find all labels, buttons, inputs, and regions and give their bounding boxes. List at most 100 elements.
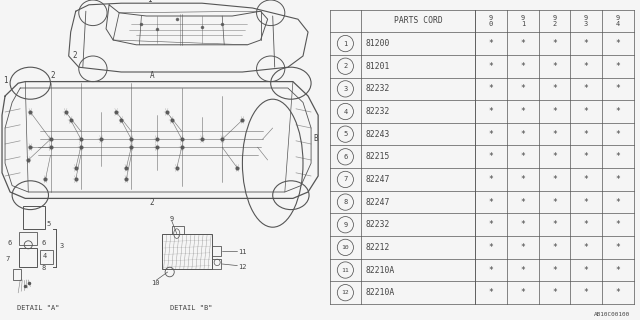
Text: 1: 1 [147, 0, 152, 4]
Text: *: * [520, 130, 525, 139]
Text: *: * [520, 39, 525, 48]
Text: 12: 12 [238, 264, 247, 270]
Text: 4: 4 [42, 252, 47, 259]
Text: *: * [584, 197, 589, 207]
Bar [212, 259, 221, 269]
Text: *: * [584, 62, 589, 71]
Text: *: * [616, 220, 620, 229]
Text: *: * [520, 62, 525, 71]
Text: AB10C00100: AB10C00100 [595, 312, 630, 317]
Text: 2: 2 [51, 71, 55, 80]
Text: *: * [584, 175, 589, 184]
Text: 2: 2 [72, 51, 77, 60]
Text: *: * [616, 152, 620, 161]
Text: *: * [584, 152, 589, 161]
Text: *: * [489, 175, 493, 184]
Bar [13, 269, 21, 280]
Text: *: * [489, 107, 493, 116]
Text: *: * [552, 84, 557, 93]
Text: 9
1: 9 1 [521, 15, 525, 27]
Text: 9
0: 9 0 [489, 15, 493, 27]
Text: 1: 1 [343, 41, 348, 47]
Text: *: * [616, 266, 620, 275]
Text: 9
3: 9 3 [584, 15, 588, 27]
Text: 1: 1 [3, 76, 8, 85]
Bar [19, 248, 37, 267]
Text: 4: 4 [343, 108, 348, 115]
Bar [212, 246, 221, 256]
Text: *: * [552, 288, 557, 297]
Text: 82232: 82232 [366, 107, 390, 116]
Text: 11: 11 [342, 268, 349, 273]
Text: *: * [489, 152, 493, 161]
Text: *: * [520, 107, 525, 116]
Text: 82247: 82247 [366, 175, 390, 184]
Text: *: * [552, 175, 557, 184]
Text: *: * [552, 266, 557, 275]
Text: *: * [616, 288, 620, 297]
Text: 2: 2 [150, 198, 154, 207]
Text: 6: 6 [7, 240, 12, 246]
Text: 9: 9 [343, 222, 348, 228]
Text: 82232: 82232 [366, 220, 390, 229]
Text: 82215: 82215 [366, 152, 390, 161]
Text: 82210A: 82210A [366, 288, 396, 297]
Text: *: * [552, 39, 557, 48]
Text: *: * [520, 152, 525, 161]
Text: 82212: 82212 [366, 243, 390, 252]
Text: 82232: 82232 [366, 84, 390, 93]
Text: *: * [520, 266, 525, 275]
Text: PARTS CORD: PARTS CORD [394, 16, 443, 25]
Bar [161, 234, 212, 269]
Text: 12: 12 [342, 290, 349, 295]
Text: 5: 5 [343, 131, 348, 137]
Text: *: * [616, 130, 620, 139]
Text: *: * [489, 62, 493, 71]
Text: 82247: 82247 [366, 197, 390, 207]
Text: *: * [584, 39, 589, 48]
Text: 82210A: 82210A [366, 266, 396, 275]
Text: *: * [520, 288, 525, 297]
Text: *: * [616, 62, 620, 71]
Text: *: * [552, 130, 557, 139]
Text: *: * [489, 220, 493, 229]
Text: *: * [520, 220, 525, 229]
Text: *: * [616, 84, 620, 93]
Text: 81201: 81201 [366, 62, 390, 71]
Text: *: * [489, 288, 493, 297]
Text: *: * [520, 84, 525, 93]
Text: 9
4: 9 4 [616, 15, 620, 27]
Text: B: B [313, 134, 317, 143]
Text: 6: 6 [42, 240, 45, 246]
Bar [23, 206, 45, 229]
Text: 9
2: 9 2 [552, 15, 557, 27]
Text: 9: 9 [170, 216, 174, 222]
Text: 10: 10 [342, 245, 349, 250]
Text: *: * [489, 130, 493, 139]
Text: *: * [552, 220, 557, 229]
Text: *: * [584, 243, 589, 252]
Text: 8: 8 [343, 199, 348, 205]
Text: *: * [552, 197, 557, 207]
Text: *: * [616, 175, 620, 184]
Text: *: * [584, 130, 589, 139]
Text: 6: 6 [343, 154, 348, 160]
Bar [40, 250, 52, 264]
Text: *: * [616, 243, 620, 252]
Text: *: * [520, 243, 525, 252]
Text: 7: 7 [5, 256, 10, 262]
Text: 82243: 82243 [366, 130, 390, 139]
Text: *: * [584, 84, 589, 93]
Bar [19, 232, 37, 245]
Text: 2: 2 [343, 63, 348, 69]
Bar [172, 226, 184, 234]
Text: 5: 5 [47, 220, 51, 227]
Text: *: * [489, 197, 493, 207]
Text: A: A [150, 71, 154, 80]
Text: *: * [616, 107, 620, 116]
Text: *: * [552, 107, 557, 116]
Text: *: * [520, 197, 525, 207]
Text: *: * [520, 175, 525, 184]
Text: *: * [584, 220, 589, 229]
Text: *: * [616, 197, 620, 207]
